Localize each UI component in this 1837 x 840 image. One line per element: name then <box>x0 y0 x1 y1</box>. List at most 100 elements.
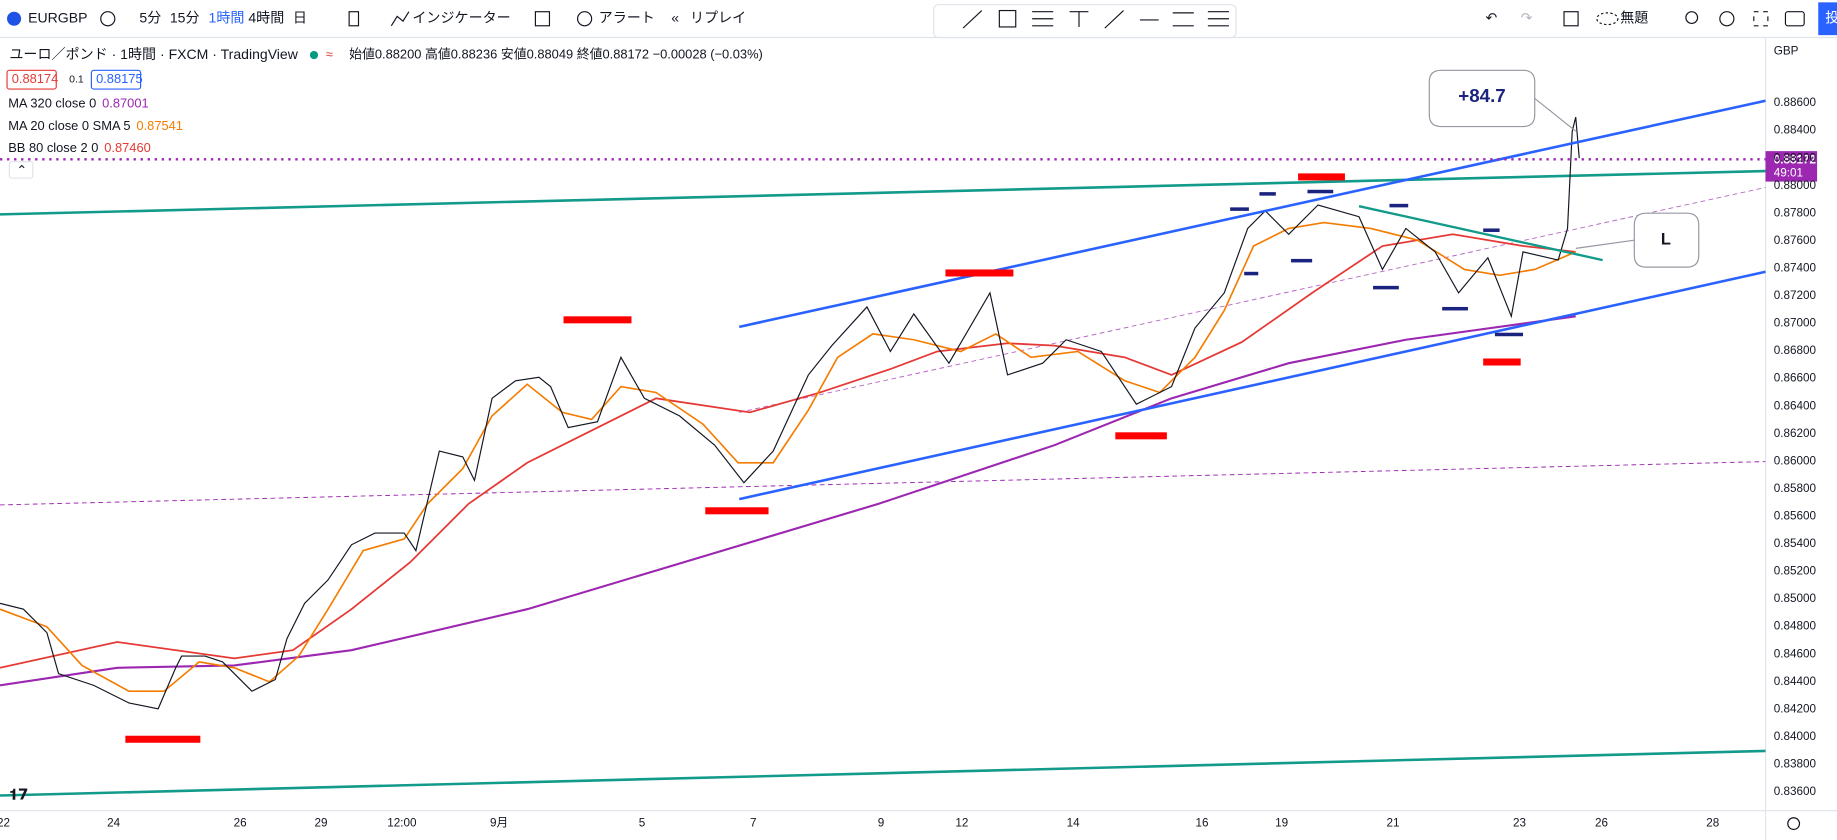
interval[interactable]: 15分 <box>170 9 200 25</box>
ask-price: 0.88175 <box>96 71 143 86</box>
alert-button[interactable]: アラート <box>599 9 655 25</box>
study-value: 0.87460 <box>104 140 151 155</box>
study-value: 0.87001 <box>102 96 149 111</box>
time-label: 26 <box>1595 817 1608 830</box>
price-label: 0.85800 <box>1774 482 1817 495</box>
dashed-trendline <box>739 186 1766 413</box>
time-label: 28 <box>1706 817 1719 830</box>
interval[interactable]: 5分 <box>139 9 161 25</box>
legend-ohlc: 始値0.88200 高値0.88236 安値0.88049 終値0.88172 … <box>349 46 763 61</box>
tv-logo: 𝟏𝟳 <box>9 786 28 803</box>
ask-box[interactable] <box>90 69 142 90</box>
collapse-button[interactable] <box>8 161 34 179</box>
time-label: 5 <box>639 817 646 830</box>
trendline-green-short <box>1358 205 1603 262</box>
price-label: 0.88400 <box>1774 124 1817 137</box>
time-label: 29 <box>314 817 327 830</box>
time-label: 24 <box>107 817 121 830</box>
callout-box <box>1633 212 1700 268</box>
price-label: 0.87800 <box>1774 206 1817 219</box>
search-button[interactable] <box>1685 11 1699 25</box>
toolbar-bg <box>0 0 1837 38</box>
cloud-icon <box>1596 12 1619 26</box>
studies: MA 320 close 0 0.87001 MA 20 close 0 SMA 5… <box>8 96 183 156</box>
axis-settings[interactable] <box>1787 817 1801 831</box>
current-price: 0.88172 <box>1774 154 1817 167</box>
templates-button[interactable] <box>534 11 551 27</box>
price-candles <box>0 117 1580 710</box>
chart-pane: +84.7 L <box>0 38 1837 840</box>
layout-name[interactable]: 無題 <box>1620 9 1648 25</box>
time-label: 22 <box>0 817 10 830</box>
price-label: 0.84000 <box>1774 730 1817 743</box>
trendline-green <box>0 749 1766 797</box>
replay-button[interactable]: リプレイ <box>690 9 746 25</box>
settings-button[interactable] <box>1719 11 1735 27</box>
layout-button[interactable] <box>1563 11 1579 27</box>
redo-button[interactable]: ↷ <box>1521 9 1533 25</box>
toolbar: EURGBP 5分 15分 1時間 4時間 日 インジケーター アラート « リ… <box>0 0 1837 39</box>
time-label: 19 <box>1275 817 1288 830</box>
fullscreen-button[interactable] <box>1753 11 1769 27</box>
alert-icon <box>576 11 593 27</box>
study-label: MA 20 close 0 SMA 5 <box>8 118 130 133</box>
time-label: 9 <box>878 817 885 830</box>
price-label: 0.84800 <box>1774 620 1817 633</box>
time-label: 7 <box>750 817 757 830</box>
compare-button[interactable] <box>100 11 116 27</box>
time-label: 14 <box>1067 817 1081 830</box>
interval[interactable]: 日 <box>293 9 307 25</box>
marker-annotation: L <box>1661 230 1671 248</box>
price-label: 0.88600 <box>1774 96 1817 109</box>
price-label: 0.85000 <box>1774 592 1817 605</box>
symbol[interactable]: EURGBP <box>28 9 87 25</box>
drawing-tools[interactable] <box>962 9 1229 29</box>
undo-button[interactable]: ↶ <box>1486 9 1498 25</box>
ma-320 <box>0 315 1576 687</box>
time-label: 9月 <box>490 817 508 830</box>
price-tag <box>1765 151 1818 182</box>
price-label: 0.86600 <box>1774 372 1817 385</box>
price-label: 0.85400 <box>1774 537 1817 550</box>
spread: 0.1 <box>69 73 84 85</box>
drawing-toolbar <box>933 4 1237 39</box>
price-label: 0.84200 <box>1774 702 1817 715</box>
bid-box[interactable] <box>6 69 57 90</box>
price-label: 0.84600 <box>1774 647 1817 660</box>
indicators-button[interactable]: インジケーター <box>412 9 510 25</box>
study-label: MA 320 close 0 <box>8 96 96 111</box>
indicator-icon <box>390 11 410 27</box>
currency[interactable]: GBP <box>1774 45 1799 58</box>
trade-button[interactable] <box>1818 2 1837 36</box>
interval-active[interactable]: 1時間 <box>209 9 245 25</box>
price-label: 0.87600 <box>1774 234 1817 247</box>
symbol-flag <box>7 11 22 26</box>
callout-box <box>1428 69 1536 128</box>
time-label: 26 <box>234 817 247 830</box>
collapse-icon: ⌃ <box>16 162 27 177</box>
snapshot-button[interactable] <box>1784 11 1805 27</box>
channel-upper <box>738 99 1766 329</box>
time-label: 16 <box>1195 817 1208 830</box>
time-axis: 22 24 26 29 12:00 9月 5 7 9 12 14 16 19 21 23 26 28 <box>0 817 1719 830</box>
price-label: 0.85200 <box>1774 565 1817 578</box>
chart-type-button[interactable] <box>348 11 360 27</box>
price-label: 0.86800 <box>1774 344 1817 357</box>
price-label: 0.86400 <box>1774 399 1817 412</box>
ma-20 <box>0 221 1577 693</box>
interval[interactable]: 4時間 <box>248 9 284 25</box>
callout-pointer <box>1575 239 1635 249</box>
pips-annotation: +84.7 <box>1458 85 1505 106</box>
time-label: 21 <box>1386 817 1399 830</box>
price-label: 0.87400 <box>1774 262 1817 275</box>
level-markers <box>125 173 1521 743</box>
time-label: 12:00 <box>387 817 417 830</box>
study-label: BB 80 close 2 0 <box>8 140 98 155</box>
study-value: 0.87541 <box>136 118 183 133</box>
legend-title: ユーロ／ポンド · 1時間 · FXCM · TradingView <box>9 46 298 62</box>
swing-markers <box>1230 189 1524 337</box>
price-label: 0.88200 <box>1774 151 1817 164</box>
legend: ユーロ／ポンド · 1時間 · FXCM · TradingView ≈ 始値0… <box>6 46 763 179</box>
trendline-green <box>0 169 1766 216</box>
